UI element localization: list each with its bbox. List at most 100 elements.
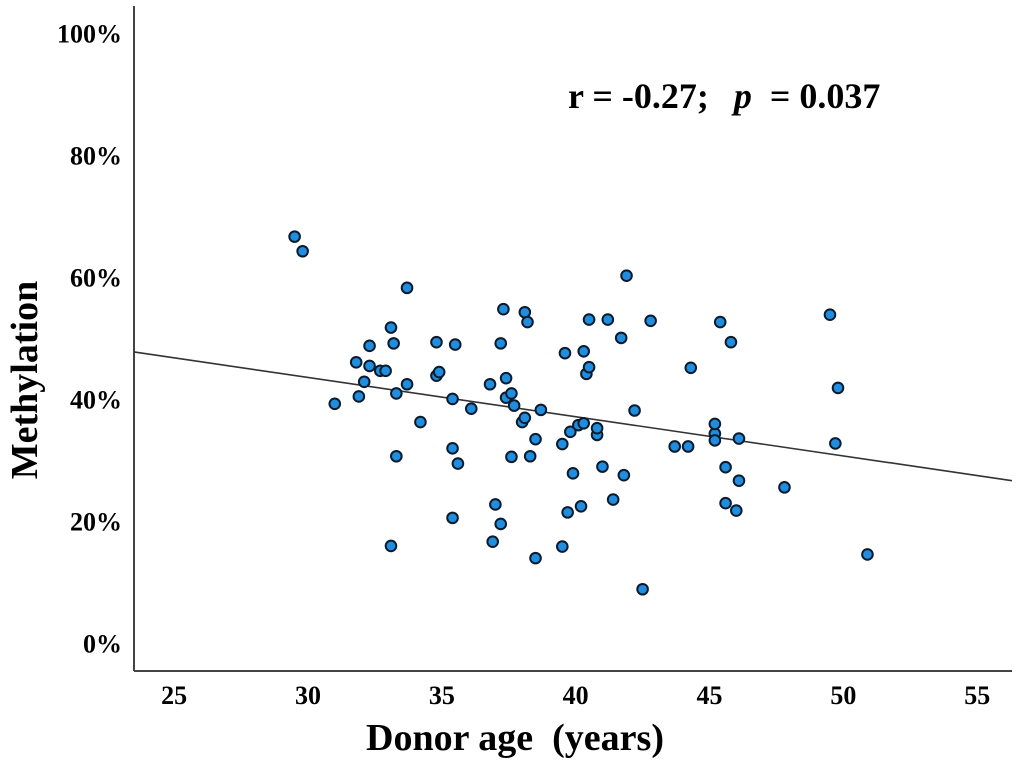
scatter-point (390, 387, 403, 400)
scatter-point (614, 331, 628, 345)
scatter-point (566, 467, 580, 480)
scatter-point (555, 437, 569, 451)
scatter-point (507, 399, 521, 412)
scatter-point (636, 582, 649, 596)
scatter-point (489, 498, 502, 511)
scatter-point (732, 474, 746, 487)
scatter-point (684, 361, 698, 375)
y-axis-title: Methylation (4, 281, 46, 479)
scatter-point (363, 339, 376, 353)
scatter-point (363, 359, 376, 373)
annotation-p-symbol: p (731, 76, 752, 116)
scatter-point (505, 450, 518, 464)
y-tick-label: 40% (70, 386, 122, 415)
scatter-point (582, 313, 596, 326)
scatter-point (387, 337, 400, 350)
scatter-point (561, 506, 574, 519)
x-tick-label: 30 (295, 681, 321, 710)
annotation-r-part: r = -0.27; (568, 76, 709, 116)
scatter-point (644, 314, 657, 328)
scatter-point (494, 337, 508, 350)
scatter-point (446, 442, 459, 455)
scatter-point (523, 449, 537, 463)
y-tick-label: 60% (70, 263, 122, 292)
scatter-point (432, 365, 446, 379)
y-tick-label: 20% (70, 508, 122, 537)
scatter-point (681, 440, 695, 453)
scatter-point (448, 338, 462, 351)
scatter-point (628, 404, 641, 417)
scatter-point (499, 371, 513, 385)
y-tick-label: 100% (57, 19, 122, 48)
scatter-point (719, 496, 732, 510)
scatter-point (400, 377, 414, 391)
scatter-point (574, 499, 588, 513)
scatter-point (577, 345, 591, 358)
scatter-point (582, 360, 596, 374)
scatter-point (620, 269, 633, 282)
scatter-point (518, 411, 532, 425)
scatter-point (617, 468, 631, 482)
scatter-point (719, 460, 732, 474)
x-tick-label: 50 (830, 681, 856, 710)
regression-line (133, 351, 1013, 482)
scatter-point (352, 390, 366, 403)
scatter-point (446, 392, 459, 406)
scatter-point (564, 425, 577, 439)
points-layer (288, 230, 874, 596)
scatter-point (601, 313, 615, 326)
scatter-point (732, 432, 746, 445)
x-tick-label: 35 (429, 681, 455, 710)
scatter-point (464, 402, 478, 415)
scatter-point (708, 434, 722, 447)
y-tick-label: 0% (83, 630, 122, 659)
scatter-point (384, 539, 398, 553)
scatter-point (606, 493, 620, 506)
correlation-annotation: r = -0.27; p = 0.037 (568, 76, 880, 116)
scatter-point (451, 457, 465, 470)
scatter-point (430, 335, 443, 349)
scatter-point (505, 387, 518, 400)
scatter-point (400, 281, 414, 295)
x-tick-label: 55 (964, 681, 990, 710)
scatter-point (379, 364, 392, 378)
x-axis-title: Donor age (years) (366, 717, 664, 759)
scatter-point (529, 432, 542, 446)
annotation-p-part: = 0.037 (761, 76, 881, 116)
scatter-point (713, 315, 727, 329)
scatter-point (384, 321, 398, 334)
scatter-point (288, 230, 301, 243)
scatter-point (778, 481, 791, 494)
scatter-point (534, 403, 548, 417)
x-tick-labels: 25 30 35 40 45 50 55 (161, 681, 990, 710)
scatter-point (529, 551, 542, 565)
scatter-point (296, 244, 309, 258)
scatter-point (328, 397, 342, 411)
x-tick-label: 45 (697, 681, 723, 710)
scatter-point (668, 440, 682, 453)
scatter-point (708, 417, 722, 431)
y-tick-labels: 0% 20% 40% 60% 80% 100% (57, 19, 122, 658)
scatter-point (590, 421, 604, 435)
scatter-point (724, 335, 738, 349)
scatter-point (558, 346, 572, 360)
scatter-point (596, 460, 609, 473)
scatter-point (357, 375, 371, 389)
scatter-point (349, 355, 363, 369)
scatter-point (555, 540, 569, 553)
scatter-point (729, 504, 743, 517)
x-tick-label: 25 (161, 681, 187, 710)
scatter-point (577, 417, 591, 430)
scatter-point (483, 377, 497, 391)
x-tick-label: 40 (563, 681, 589, 710)
scatter-point (497, 302, 510, 316)
scatter-point (831, 381, 845, 395)
scatter-point (829, 437, 842, 450)
fit-line-layer (133, 351, 1013, 482)
scatter-point (414, 415, 427, 429)
scatter-point (823, 308, 837, 322)
y-tick-label: 80% (70, 141, 122, 170)
scatter-point (446, 511, 459, 525)
scatter-point (494, 517, 508, 531)
